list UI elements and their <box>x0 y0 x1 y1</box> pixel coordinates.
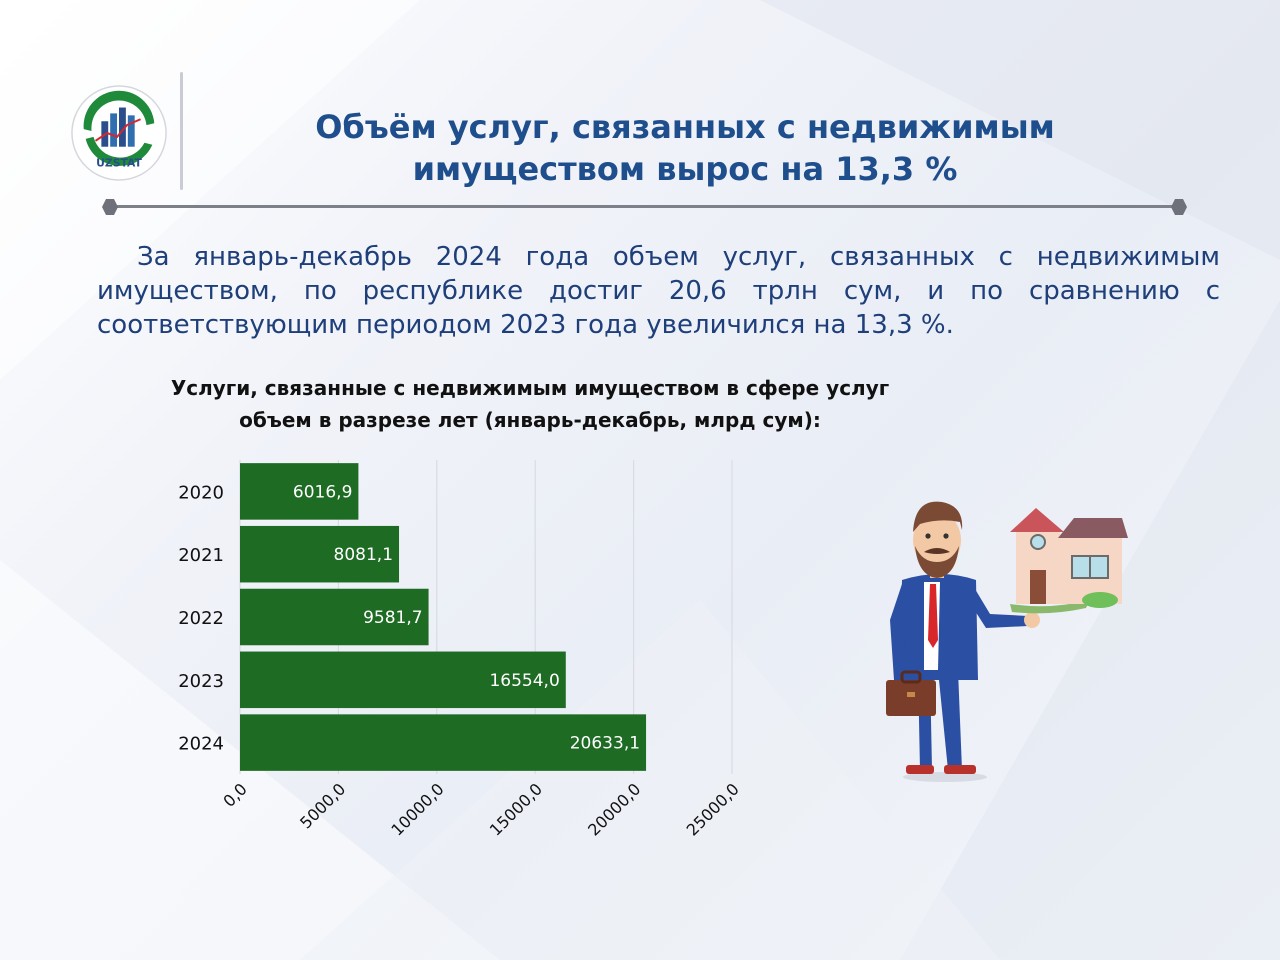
x-tick-label-3: 15000,0 <box>486 779 546 839</box>
bar-2023 <box>240 651 566 709</box>
bar-value-label-2023: 16554,0 <box>489 671 559 691</box>
bar-value-label-2024: 20633,1 <box>570 734 640 754</box>
chart-title-line1: Услуги, связанные с недвижимым имущество… <box>170 376 890 400</box>
chart-title-line2: объем в разрезе лет (январь-декабрь, млр… <box>239 408 821 432</box>
bar-value-label-2020: 6016,9 <box>293 482 352 502</box>
bar-2021 <box>240 525 400 583</box>
logo-text: UZSTAT <box>96 156 142 169</box>
x-tick-label-1: 5000,0 <box>296 779 349 832</box>
bar-2020 <box>240 463 359 520</box>
x-tick-label-4: 20000,0 <box>584 779 644 839</box>
category-label-2023: 2023 <box>178 671 224 692</box>
logo-divider <box>180 72 183 190</box>
bar-2022 <box>240 588 429 646</box>
page-title-line1: Объём услуг, связанных с недвижимым <box>315 108 1055 146</box>
x-tick-label-0: 0,0 <box>219 779 250 810</box>
category-label-2024: 2024 <box>178 734 224 755</box>
page-title: Объём услуг, связанных с недвижимым имущ… <box>270 106 1100 190</box>
summary-paragraph: За январь-декабрь 2024 года объем услуг,… <box>97 242 1220 340</box>
page-title-line2: имуществом вырос на 13,3 % <box>412 150 958 188</box>
title-rule <box>110 205 1180 208</box>
title-rule-left-cap <box>102 199 118 215</box>
bar-value-label-2021: 8081,1 <box>334 545 393 565</box>
category-label-2021: 2021 <box>178 545 224 566</box>
bar-2024 <box>240 714 647 771</box>
category-label-2020: 2020 <box>178 482 224 503</box>
category-label-2022: 2022 <box>178 608 224 629</box>
uzstat-logo: UZSTAT <box>71 85 167 181</box>
chart-title: Услуги, связанные с недвижимым имущество… <box>120 372 940 436</box>
bar-value-label-2022: 9581,7 <box>363 608 422 628</box>
x-tick-label-2: 10000,0 <box>387 779 447 839</box>
title-rule-right-cap <box>1171 199 1187 215</box>
x-tick-label-5: 25000,0 <box>683 779 743 839</box>
businessman-with-house-illustration <box>886 501 1128 782</box>
